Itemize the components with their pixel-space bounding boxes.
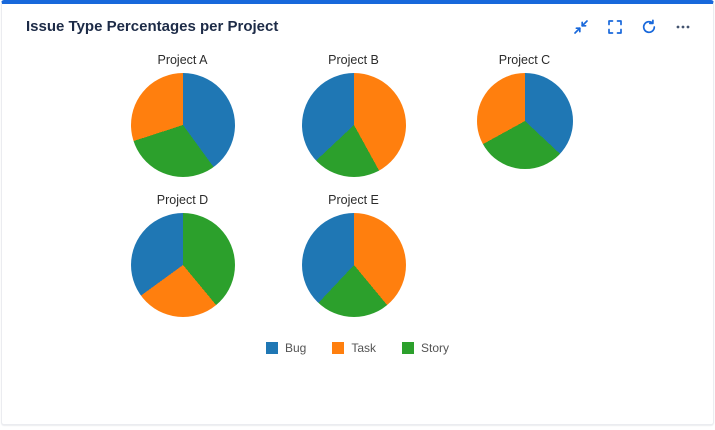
legend-label-task: Task [351,341,377,355]
pie-chart-project-a[interactable] [130,73,235,177]
pie-title-project-b: Project B [328,53,379,67]
pie-chart-project-d[interactable] [130,213,235,317]
fullscreen-button[interactable] [607,19,623,35]
pie-cell-project-c: Project C [439,53,610,177]
more-options-icon [675,19,691,35]
legend-item-story[interactable]: Story [402,341,449,355]
pie-chart-project-b[interactable] [301,73,406,177]
pie-title-project-d: Project D [156,193,209,207]
legend: Bug Task Story [2,341,713,355]
refresh-button[interactable] [641,18,657,35]
pie-chart-project-c[interactable] [476,73,573,169]
legend-label-bug: Bug [284,341,307,355]
pie-title-project-e: Project E [328,193,379,207]
collapse-button[interactable] [573,19,589,35]
card-title: Issue Type Percentages per Project [26,18,279,35]
legend-item-bug[interactable]: Bug [265,341,307,355]
legend-swatch-bug [265,342,278,354]
pie-cell-project-a: Project A [97,53,268,177]
pie-cell-project-b: Project B [268,53,439,177]
pie-title-project-c: Project C [498,53,551,67]
legend-label-story: Story [421,341,450,355]
pie-title-project-a: Project A [157,53,208,67]
legend-swatch-story [402,342,415,354]
pie-grid: Project A Project B Project C Project D Proj… [97,53,610,317]
refresh-icon [641,18,657,35]
legend-swatch-task [332,342,345,354]
collapse-icon [573,19,589,35]
pie-cell-project-e: Project E [268,193,439,317]
legend-item-task[interactable]: Task [332,341,376,355]
card-header: Issue Type Percentages per Project [2,4,713,39]
more-options-button[interactable] [675,19,691,35]
pie-chart-project-e[interactable] [301,213,406,317]
fullscreen-icon [607,19,623,35]
pie-cell-project-d: Project D [97,193,268,317]
card-toolbar [573,18,691,35]
